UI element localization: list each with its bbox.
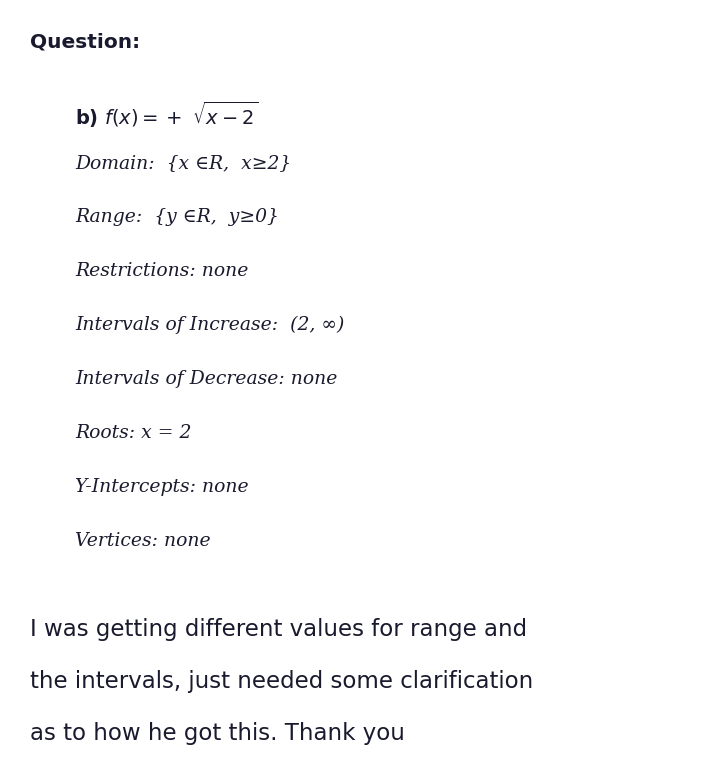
Text: Vertices: none: Vertices: none <box>75 532 211 550</box>
Text: Restrictions: none: Restrictions: none <box>75 262 248 280</box>
Text: Intervals of Increase:  (2, ∞): Intervals of Increase: (2, ∞) <box>75 316 344 335</box>
Text: Roots: x = 2: Roots: x = 2 <box>75 424 191 442</box>
Text: I was getting different values for range and: I was getting different values for range… <box>30 618 527 641</box>
Text: as to how he got this. Thank you: as to how he got this. Thank you <box>30 722 405 745</box>
Text: Y-Intercepts: none: Y-Intercepts: none <box>75 478 248 496</box>
Text: $\mathbf{b)}\ \mathbf{\mathit{f(x)}} = +\ \sqrt{x-2}$: $\mathbf{b)}\ \mathbf{\mathit{f(x)}} = +… <box>75 100 258 130</box>
Text: the intervals, just needed some clarification: the intervals, just needed some clarific… <box>30 670 533 693</box>
Text: Intervals of Decrease: none: Intervals of Decrease: none <box>75 370 337 388</box>
Text: Question:: Question: <box>30 32 140 51</box>
Text: Domain:  {x ∈R,  x≥2}: Domain: {x ∈R, x≥2} <box>75 154 291 172</box>
Text: Range:  {y ∈R,  y≥0}: Range: {y ∈R, y≥0} <box>75 208 279 226</box>
